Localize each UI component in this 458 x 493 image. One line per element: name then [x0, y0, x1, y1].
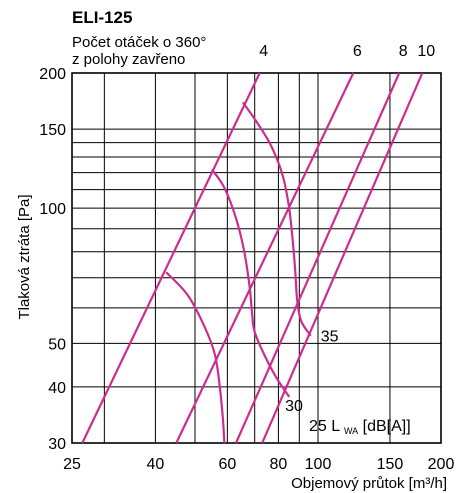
y-tick-label: 30	[48, 436, 66, 453]
y-tick-label: 150	[39, 122, 66, 139]
x-tick-label: 200	[428, 456, 455, 473]
y-tick-label: 50	[48, 336, 66, 353]
chart-subtitle-line-2: z polohy zavřeno	[72, 51, 185, 68]
noise-curve-label-30: 30	[285, 398, 303, 415]
x-tick-label: 80	[270, 456, 288, 473]
valve-line-4	[81, 72, 261, 444]
noise-unit-subscript: WA	[344, 426, 358, 436]
noise-curve-35	[165, 271, 226, 444]
y-axis-label: Tlaková ztráta [Pa]	[16, 194, 33, 319]
valve-line-10	[261, 72, 424, 444]
chart-subtitle-line-1: Počet otáček o 360°	[72, 34, 206, 51]
plot-frame	[71, 72, 442, 444]
valve-line-label-10: 10	[417, 43, 435, 60]
noise-curve-label-35: 35	[321, 328, 339, 345]
noise-unit-tail: [dB[A]]	[363, 418, 411, 435]
x-tick-label: 150	[377, 456, 404, 473]
noise-curves	[165, 101, 312, 444]
valve-line-label-4: 4	[259, 43, 268, 60]
curve-labels: 4 6 8 10 35 30	[259, 43, 435, 415]
valve-line-8	[234, 72, 401, 444]
noise-curve-25	[242, 101, 312, 337]
noise-unit-first-value: 25	[309, 418, 327, 435]
noise-unit-symbol: L	[331, 418, 340, 435]
noise-unit-label: 25 L WA [dB[A]]	[309, 418, 411, 438]
x-tick-label: 25	[63, 456, 81, 473]
x-tick-label: 60	[218, 456, 236, 473]
x-tick-label: 100	[305, 456, 332, 473]
noise-curve-30	[210, 168, 291, 398]
chart-title: ELI-125	[72, 8, 132, 27]
grid	[71, 72, 442, 444]
valve-lines	[81, 72, 424, 444]
y-tick-label: 100	[39, 201, 66, 218]
tick-labels: 25 40 60 80 100 150 200 30 40 50 100 150 200	[39, 66, 454, 473]
valve-line-label-6: 6	[353, 43, 362, 60]
y-tick-label: 200	[39, 66, 66, 83]
y-tick-label: 40	[48, 380, 66, 397]
x-axis-label: Objemový průtok [m³/h]	[291, 475, 447, 492]
valve-line-6	[175, 72, 355, 444]
valve-line-label-8: 8	[399, 43, 408, 60]
x-tick-label: 40	[147, 456, 165, 473]
